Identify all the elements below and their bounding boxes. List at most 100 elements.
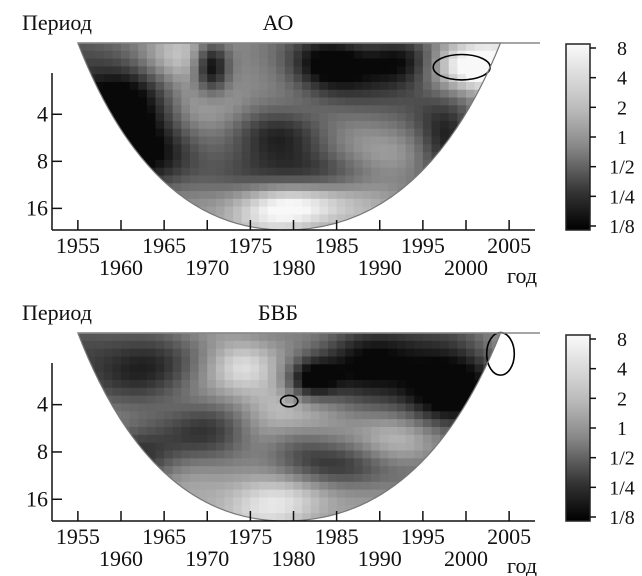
heat-cell — [526, 357, 535, 365]
heat-cell — [198, 144, 208, 153]
heat-cell — [276, 175, 286, 184]
heat-cell — [250, 434, 260, 444]
heat-cell — [388, 340, 398, 350]
heat-cell — [319, 403, 329, 412]
heat-cell — [310, 183, 320, 192]
heat-cell — [414, 434, 424, 444]
heat-cell — [440, 450, 450, 459]
heat-cell — [397, 58, 407, 67]
heat-cell — [172, 74, 182, 83]
heat-cell — [207, 356, 217, 365]
heat-cell — [328, 152, 338, 161]
colorbar-label: 2 — [617, 97, 627, 119]
heat-cell — [388, 167, 398, 177]
x-tick-label: 1985 — [315, 233, 359, 258]
heat-cell — [474, 50, 484, 60]
heat-cell — [138, 458, 148, 467]
heat-cell — [172, 411, 182, 420]
heat-cell — [440, 214, 450, 223]
heat-cell — [362, 348, 372, 358]
heat-cell — [466, 97, 476, 106]
heat-cell — [414, 144, 424, 153]
heat-cell — [77, 364, 79, 373]
heat-cell — [77, 159, 79, 169]
heat-cell — [138, 387, 148, 397]
heat-cell — [284, 340, 295, 350]
heat-cell — [215, 58, 226, 67]
heat-cell — [155, 214, 165, 223]
heat-cell — [276, 434, 286, 444]
heat-cell — [52, 43, 61, 51]
heat-cell — [190, 43, 200, 52]
heat-cell — [518, 183, 527, 191]
heat-cell — [138, 333, 148, 342]
heat-cell — [483, 489, 493, 499]
heat-cell — [422, 387, 433, 397]
heat-cell — [379, 58, 389, 67]
heat-cell — [61, 168, 70, 176]
heat-cell — [276, 411, 286, 420]
heat-cell — [518, 443, 527, 451]
heat-cell — [198, 380, 208, 389]
heat-cell — [129, 403, 139, 412]
heat-cell — [52, 333, 61, 341]
heat-cell — [207, 474, 217, 483]
heat-cell — [129, 58, 139, 67]
heat-cell — [276, 74, 286, 83]
heat-cell — [474, 105, 484, 114]
heat-cell — [345, 191, 355, 200]
heat-cell — [241, 144, 251, 153]
heat-cell — [172, 333, 182, 342]
heat-cell — [77, 387, 79, 397]
heat-cell — [518, 498, 527, 506]
heat-cell — [422, 411, 433, 420]
heat-cell — [259, 474, 269, 483]
heat-cell — [353, 380, 364, 389]
heat-cell — [77, 81, 79, 91]
heat-cell — [215, 380, 226, 389]
heat-cell — [440, 497, 450, 506]
heat-cell — [526, 443, 535, 451]
heat-cell — [431, 66, 441, 75]
heat-cell — [112, 474, 122, 483]
heat-cell — [483, 144, 493, 153]
heat-cell — [129, 427, 139, 436]
heat-cell — [302, 81, 312, 91]
heat-cell — [61, 380, 70, 388]
heat-cell — [233, 144, 243, 153]
heat-cell — [77, 387, 88, 397]
heat-cell — [138, 450, 148, 459]
heat-cell — [474, 128, 484, 138]
heat-cell — [190, 113, 200, 122]
heat-cell — [198, 198, 208, 208]
heat-cell — [371, 340, 381, 350]
heat-cell — [77, 43, 88, 52]
heat-cell — [405, 159, 415, 169]
heat-cell — [371, 356, 381, 365]
heat-cell — [345, 372, 355, 381]
heat-cell — [181, 411, 191, 420]
heat-cell — [345, 395, 355, 405]
heat-cell — [422, 43, 433, 52]
heat-cell — [61, 435, 70, 443]
heat-cell — [362, 442, 372, 452]
heat-cell — [241, 167, 251, 177]
heat-cell — [310, 152, 320, 161]
heat-cell — [103, 427, 113, 436]
heat-cell — [146, 442, 157, 452]
heat-cell — [121, 505, 131, 514]
heat-cell — [138, 152, 148, 161]
heat-cell — [501, 357, 510, 365]
heat-cell — [77, 380, 88, 389]
heat-cell — [353, 183, 364, 192]
heat-cell — [61, 474, 70, 482]
heat-cell — [336, 497, 346, 506]
heat-cell — [284, 222, 295, 230]
heat-cell — [371, 66, 381, 75]
heat-cell — [414, 50, 424, 60]
heat-cell — [276, 403, 286, 412]
heat-cell — [379, 81, 389, 91]
heat-cell — [77, 458, 79, 467]
heat-cell — [172, 474, 182, 483]
heat-cell — [414, 419, 424, 428]
